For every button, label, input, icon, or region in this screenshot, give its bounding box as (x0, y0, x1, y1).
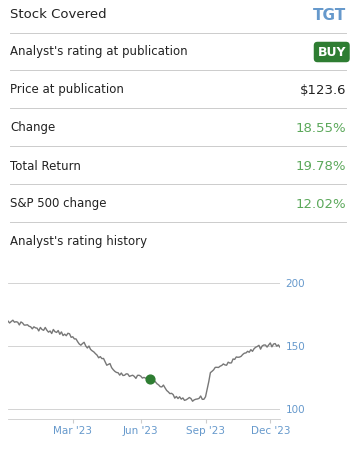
Text: Total Return: Total Return (10, 159, 81, 172)
Text: Price at publication: Price at publication (10, 84, 124, 97)
Text: 12.02%: 12.02% (295, 198, 346, 211)
Text: Analyst's rating at publication: Analyst's rating at publication (10, 45, 188, 58)
Text: Change: Change (10, 122, 55, 135)
Text: Stock Covered: Stock Covered (10, 9, 107, 22)
Text: Analyst's rating history: Analyst's rating history (10, 235, 147, 248)
Text: 18.55%: 18.55% (295, 122, 346, 135)
Text: TGT: TGT (313, 8, 346, 22)
Point (148, 375, 153, 383)
Text: S&P 500 change: S&P 500 change (10, 198, 106, 211)
Text: BUY: BUY (318, 45, 346, 58)
Text: $123.6: $123.6 (299, 84, 346, 97)
Text: 19.78%: 19.78% (295, 159, 346, 172)
